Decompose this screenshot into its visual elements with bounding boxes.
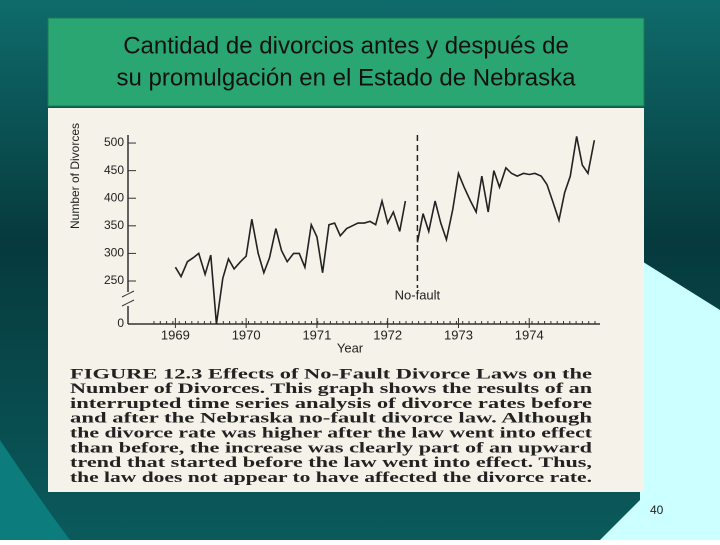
x-tick-label: 1969 [161,327,190,342]
caption-line: the divorce rate was higher after the la… [70,426,592,442]
caption-line: Number of Divorces. This graph shows the… [70,381,592,397]
y-tick-label: 450 [104,163,124,177]
title-box [47,17,645,107]
x-axis-label: Year [337,340,364,355]
caption-line: interrupted time series analysis of divo… [70,396,593,412]
y-tick-label: 250 [104,273,124,287]
caption-line: and after the Nebraska no-fault divorce … [70,411,592,427]
line [174,197,407,325]
caption-line: FIGURE 12.3 Effects of No-Fault Divorce … [70,366,593,382]
y-tick-label: 500 [104,135,124,149]
axis-break [121,290,135,298]
line [416,136,596,243]
figure [48,108,644,492]
x-tick-label: 1971 [302,327,331,342]
page-number: 40 [650,503,664,517]
slide-title: Cantidad de divorcios antes y después de [123,32,569,59]
decor [600,260,720,540]
x-tick-label: 1974 [515,327,544,342]
caption-line: than before, the increase was clearly pa… [70,440,592,456]
x-tick-label: 1972 [373,327,402,342]
x-tick-label: 1970 [232,327,261,342]
y-tick-label: 0 [117,316,124,330]
y-tick-label: 400 [104,190,124,204]
y-axis-label: Number of Divorces [68,123,82,229]
x-tick-label: 1973 [444,327,473,342]
annotation: No-fault [395,287,441,302]
axis-break [121,299,135,307]
y-tick-label: 300 [104,246,124,260]
caption-line: the law does not appear to have affected… [70,470,592,486]
slide-title: su promulgación en el Estado de Nebraska [117,64,577,91]
caption-line: trend that started before the law went i… [70,455,593,471]
y-tick-label: 350 [104,218,124,232]
decor [0,440,70,540]
